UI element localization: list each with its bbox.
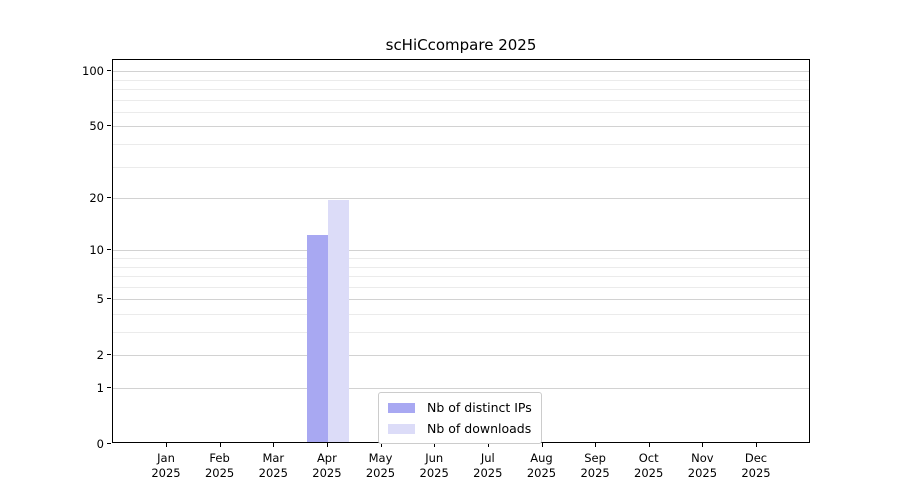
legend-item-distinct-ips: Nb of distinct IPs bbox=[388, 398, 532, 417]
bar-downloads bbox=[327, 200, 349, 442]
gridline-minor bbox=[113, 79, 809, 81]
gridline-major bbox=[113, 71, 809, 73]
gridline-minor bbox=[113, 166, 809, 168]
y-tick-label: 50 bbox=[89, 118, 104, 133]
x-tick-label: Aug 2025 bbox=[526, 451, 557, 480]
y-tick-mark bbox=[107, 443, 111, 444]
gridline-major bbox=[113, 126, 809, 128]
x-tick-mark bbox=[702, 443, 704, 447]
y-tick-mark bbox=[107, 197, 111, 199]
y-tick-label: 10 bbox=[89, 242, 104, 257]
x-tick-label: Nov 2025 bbox=[687, 451, 718, 480]
legend-swatch-distinct-ips bbox=[388, 402, 415, 413]
legend-label-downloads: Nb of downloads bbox=[427, 421, 532, 436]
plot-area bbox=[112, 59, 810, 443]
x-tick-label: Jul 2025 bbox=[473, 451, 503, 480]
gridline-minor bbox=[113, 286, 809, 288]
y-tick-label: 0 bbox=[96, 436, 104, 451]
x-tick-mark bbox=[326, 443, 328, 447]
x-tick-mark bbox=[380, 443, 382, 447]
x-tick-mark bbox=[487, 443, 489, 447]
x-tick-label: Jun 2025 bbox=[419, 451, 449, 480]
bar-distinct-ips bbox=[306, 234, 328, 442]
x-tick-label: Feb 2025 bbox=[204, 451, 235, 480]
gridline-minor bbox=[113, 111, 809, 113]
legend-label-distinct-ips: Nb of distinct IPs bbox=[427, 400, 532, 415]
gridline-minor bbox=[113, 258, 809, 259]
x-tick-label: Mar 2025 bbox=[258, 451, 288, 480]
x-tick-label: May 2025 bbox=[365, 451, 396, 480]
y-tick-mark bbox=[107, 249, 111, 251]
x-tick-mark bbox=[434, 443, 436, 447]
x-tick-mark bbox=[541, 443, 543, 447]
y-tick-label: 5 bbox=[96, 291, 104, 306]
y-tick-label: 20 bbox=[89, 190, 104, 205]
x-tick-label: Dec 2025 bbox=[741, 451, 771, 480]
gridline-minor bbox=[113, 99, 809, 101]
y-tick-label: 1 bbox=[96, 380, 104, 395]
x-tick-label: Apr 2025 bbox=[312, 451, 342, 480]
y-tick-mark bbox=[107, 125, 111, 127]
gridline-minor bbox=[113, 276, 809, 277]
x-tick-mark bbox=[219, 443, 221, 447]
gridline-minor bbox=[113, 89, 809, 90]
y-tick-mark bbox=[107, 70, 111, 72]
legend-item-downloads: Nb of downloads bbox=[388, 419, 532, 438]
x-tick-mark bbox=[756, 443, 757, 447]
chart-title: scHiCcompare 2025 bbox=[385, 36, 537, 54]
x-tick-label: Sep 2025 bbox=[580, 451, 610, 480]
gridline-minor bbox=[113, 332, 809, 333]
gridline-major bbox=[113, 250, 809, 252]
gridline-minor bbox=[113, 266, 809, 268]
y-tick-label: 2 bbox=[96, 347, 104, 362]
gridline-minor bbox=[113, 144, 809, 145]
gridline-major bbox=[113, 388, 809, 389]
y-tick-mark bbox=[107, 354, 111, 356]
gridline-major bbox=[113, 355, 809, 357]
gridline-minor bbox=[113, 314, 809, 315]
y-tick-label: 100 bbox=[82, 63, 104, 78]
x-tick-label: Oct 2025 bbox=[634, 451, 664, 480]
x-tick-mark bbox=[648, 443, 650, 447]
gridline-major bbox=[113, 299, 809, 301]
legend-swatch-downloads bbox=[388, 423, 415, 434]
legend: Nb of distinct IPs Nb of downloads bbox=[378, 392, 542, 444]
x-tick-mark bbox=[595, 443, 597, 447]
y-tick-mark bbox=[107, 298, 111, 300]
x-tick-mark bbox=[273, 443, 275, 447]
x-tick-mark bbox=[166, 443, 167, 447]
y-tick-mark bbox=[107, 387, 111, 388]
x-tick-label: Jan 2025 bbox=[151, 451, 181, 480]
gridline-major bbox=[113, 198, 809, 200]
